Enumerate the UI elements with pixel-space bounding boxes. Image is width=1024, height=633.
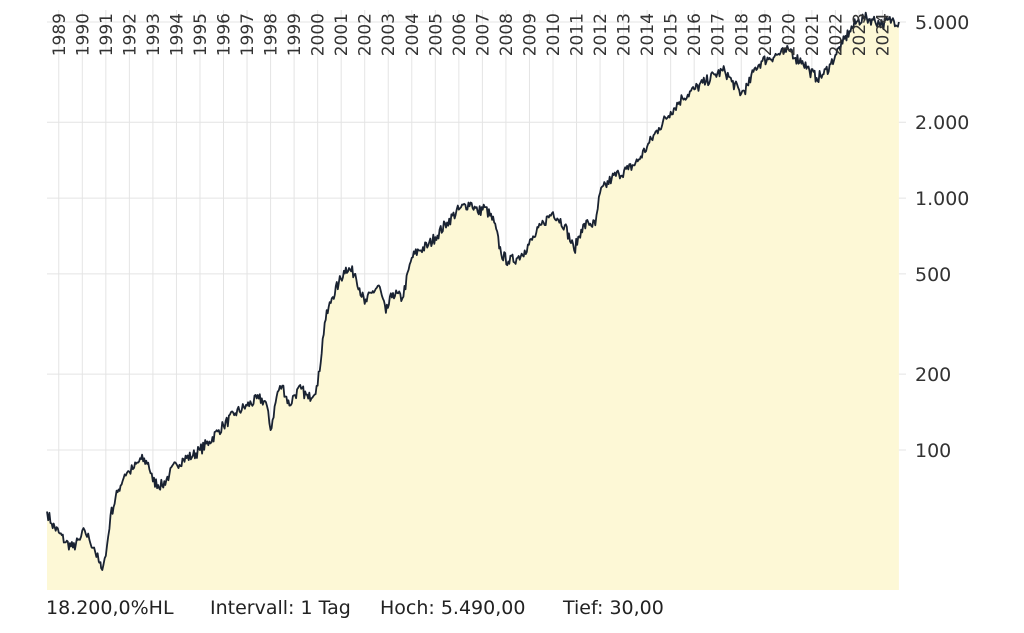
x-tick-label: 1991	[97, 13, 117, 56]
y-tick-label: 5.000	[915, 12, 969, 34]
x-tick-label: 2016	[685, 13, 705, 56]
x-tick-label: 2018	[732, 13, 752, 56]
x-tick-label: 1995	[191, 13, 211, 56]
x-tick-label: 2008	[497, 13, 517, 56]
x-axis-labels: 1989 1990 1991 1992 1993 1994 1995 1996 1997 1998…	[50, 13, 894, 56]
x-tick-label: 1998	[262, 13, 282, 56]
interval-label: Intervall: 1 Tag	[210, 597, 351, 619]
x-tick-label: 1999	[285, 13, 305, 56]
price-line	[46, 11, 900, 571]
high-value: Hoch: 5.490,00	[380, 597, 526, 619]
x-tick-label: 1996	[215, 13, 235, 56]
y-axis-labels: 100 200 500 1.000 2.000 5.000	[915, 12, 969, 462]
price-area	[47, 12, 899, 591]
x-tick-label: 2021	[803, 13, 823, 56]
x-tick-label: 2011	[568, 13, 588, 56]
x-tick-label: 2024	[873, 13, 893, 56]
x-tick-label: 2020	[779, 13, 799, 56]
x-tick-label: 2015	[662, 13, 682, 56]
percent-change: 18.200,0%HL	[46, 597, 174, 619]
x-tick-label: 1994	[167, 13, 187, 56]
x-tick-label: 2010	[544, 13, 564, 56]
x-tick-label: 2003	[379, 13, 399, 56]
x-tick-label: 2001	[332, 13, 352, 56]
y-tick-label: 500	[915, 264, 951, 286]
x-tick-label: 2023	[850, 13, 870, 56]
x-tick-label: 2013	[615, 13, 635, 56]
x-tick-label: 2005	[426, 13, 446, 56]
x-tick-label: 2002	[356, 13, 376, 56]
x-tick-label: 2014	[638, 13, 658, 56]
low-value: Tief: 30,00	[563, 597, 664, 619]
y-tick-label: 1.000	[915, 188, 969, 210]
x-tick-label: 2009	[520, 13, 540, 56]
y-tick-label: 100	[915, 440, 951, 462]
x-tick-label: 1989	[50, 13, 70, 56]
x-tick-label: 2006	[450, 13, 470, 56]
y-tick-label: 200	[915, 364, 951, 386]
x-tick-label: 2012	[591, 13, 611, 56]
x-tick-label: 1993	[144, 13, 164, 56]
x-tick-label: 2022	[826, 13, 846, 56]
x-tick-label: 1990	[73, 13, 93, 56]
x-tick-label: 1992	[120, 13, 140, 56]
x-tick-label: 2007	[473, 13, 493, 56]
x-tick-label: 2004	[403, 13, 423, 56]
x-tick-label: 2017	[709, 13, 729, 56]
y-tick-label: 2.000	[915, 112, 969, 134]
x-tick-label: 2019	[756, 13, 776, 56]
x-tick-label: 1997	[238, 13, 258, 56]
x-tick-label: 2000	[309, 13, 329, 56]
